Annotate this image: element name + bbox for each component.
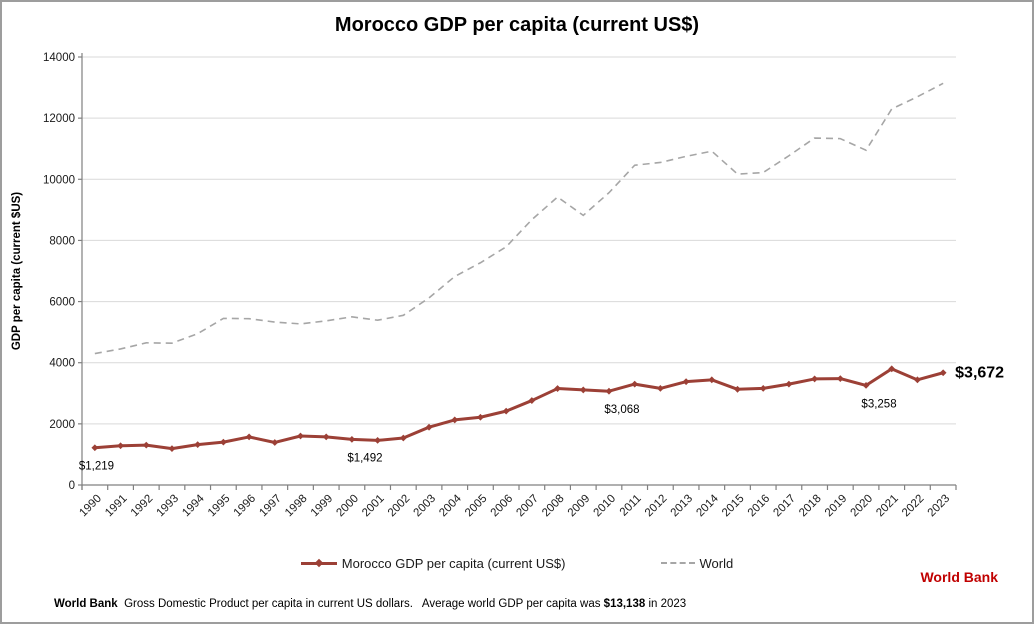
x-tick-label: 1990 (77, 493, 104, 520)
legend-label-morocco: Morocco GDP per capita (current US$) (341, 555, 566, 571)
y-tick-label: 0 (69, 480, 75, 492)
chart-title: Morocco GDP per capita (current US$) (334, 14, 700, 36)
x-tick-label: 1999 (309, 493, 336, 520)
x-tick-label: 2011 (618, 493, 644, 519)
legend-item-world: World (660, 555, 734, 571)
y-axis-title: GDP per capita (current $US) (11, 192, 23, 350)
morocco-markers (91, 365, 947, 452)
x-tick-label: 2023 (926, 493, 953, 520)
legend-label-world: World (699, 555, 734, 571)
x-tick-label: 2014 (694, 492, 721, 519)
x-tick-label: 2006 (489, 493, 516, 520)
y-tick-label: 8000 (49, 235, 75, 247)
x-tick-label: 2001 (360, 493, 387, 520)
x-tick-label: 2022 (900, 493, 927, 520)
data-label-1990: $1,219 (79, 461, 114, 473)
x-tick-label: 1991 (103, 493, 130, 520)
x-tick-label: 2007 (514, 493, 541, 520)
x-tick-label: 2013 (669, 493, 696, 520)
x-tick-label: 1993 (155, 493, 182, 520)
legend: Morocco GDP per capita (current US$) Wor… (2, 553, 1032, 573)
data-label-2010: $3,068 (604, 404, 639, 416)
world-line (94, 82, 944, 355)
x-tick-label: 1995 (206, 493, 233, 520)
footnote-source: World Bank (54, 598, 118, 610)
x-tick-label: 2016 (746, 493, 773, 520)
x-tick-label: 2008 (540, 493, 567, 520)
y-tick-label: 14000 (43, 52, 75, 64)
x-axis-labels: 1990 1991 1992 1993 1994 1995 1996 1997 1998 1999… (77, 492, 952, 519)
y-axis-ticks: 0 2000 4000 6000 8000 10000 12000 14000 (43, 52, 82, 492)
data-label-2023: $3,672 (955, 365, 1004, 382)
data-label-2020: $3,258 (861, 398, 896, 410)
x-tick-label: 2010 (592, 493, 619, 520)
y-tick-label: 12000 (43, 113, 75, 125)
x-tick-label: 1997 (257, 493, 284, 520)
y-tick-label: 4000 (49, 358, 75, 370)
x-axis-ticks (81, 485, 957, 490)
x-tick-label: 2021 (874, 493, 901, 520)
x-tick-label: 2004 (437, 492, 464, 519)
morocco-line (94, 367, 944, 451)
x-tick-label: 2002 (386, 493, 413, 520)
x-tick-label: 1996 (232, 493, 259, 520)
x-tick-label: 2018 (797, 493, 824, 520)
x-tick-label: 2015 (720, 493, 747, 520)
x-tick-label: 1992 (129, 493, 156, 520)
x-tick-label: 1998 (283, 493, 310, 520)
y-tick-label: 10000 (43, 174, 75, 186)
y-tick-label: 2000 (49, 419, 75, 431)
x-tick-label: 2012 (643, 493, 670, 520)
x-tick-label: 2020 (849, 493, 876, 520)
watermark-world-bank: World Bank (920, 569, 998, 585)
footnote-highlight: $13,138 (603, 598, 646, 610)
footnote: World Bank Gross Domestic Product per ca… (54, 598, 686, 610)
x-tick-label: 2017 (771, 493, 798, 520)
footnote-body: Gross Domestic Product per capita in cur… (117, 598, 604, 610)
x-tick-label: 1994 (180, 492, 207, 519)
x-tick-label: 2005 (463, 493, 490, 520)
world-line-swatch-icon (660, 562, 695, 564)
x-tick-label: 2019 (823, 493, 850, 520)
legend-item-morocco: Morocco GDP per capita (current US$) (300, 555, 566, 571)
footnote-tail: in 2023 (645, 598, 687, 610)
data-label-2000: $1,492 (347, 452, 382, 464)
annotations: $1,219 $1,492 $3,068 $3,258 $3,672 (79, 365, 1004, 473)
morocco-line-swatch-icon (300, 561, 337, 565)
x-tick-label: 2003 (412, 493, 439, 520)
y-tick-label: 6000 (49, 297, 75, 309)
gridlines (82, 56, 956, 425)
x-tick-label: 2009 (566, 493, 593, 520)
x-tick-label: 2000 (334, 493, 361, 520)
